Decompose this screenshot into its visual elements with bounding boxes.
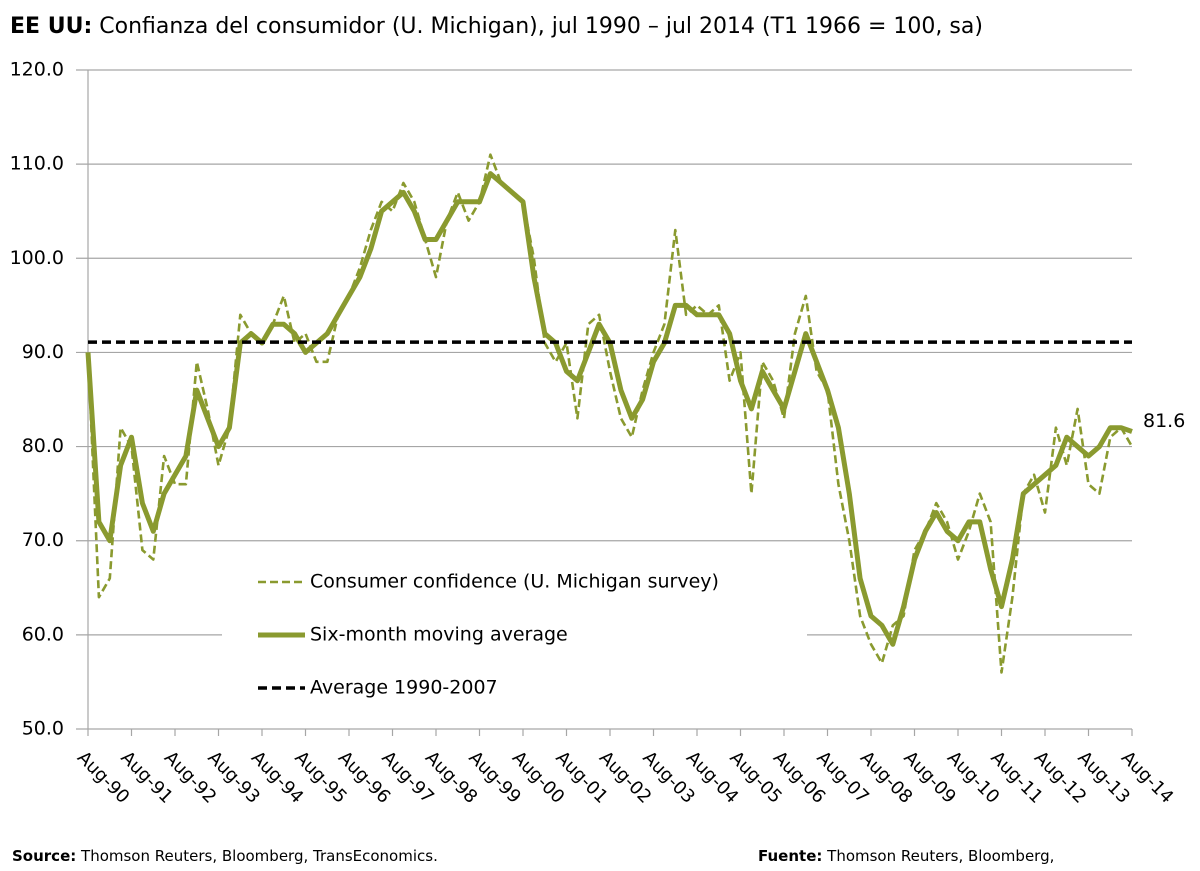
y-tick-label: 50.0 [22,718,64,740]
y-tick-label: 70.0 [22,529,64,551]
y-tick-label: 120.0 [10,59,64,81]
source: Source: Thomson Reuters, Bloomberg, Tran… [12,847,438,865]
source-bold: Source: [12,847,76,865]
end-label: 81.6 [1143,410,1185,432]
fuente: Fuente: Thomson Reuters, Bloomberg, [758,847,1054,865]
legend-box [222,556,807,714]
y-tick-label: 60.0 [22,623,64,645]
title-text: Confianza del consumidor (U. Michigan), … [99,14,983,39]
fuente-text: Thomson Reuters, Bloomberg, [826,847,1054,865]
chart-title: EE UU: Confianza del consumidor (U. Mich… [10,14,983,39]
y-tick-label: 80.0 [22,435,64,457]
source-text: Thomson Reuters, Bloomberg, TransEconomi… [80,847,438,865]
legend-label: Six-month moving average [310,624,568,646]
y-tick-label: 110.0 [10,153,64,175]
fuente-bold: Fuente: [758,847,822,865]
title-bold: EE UU: [10,14,92,39]
legend-label: Consumer confidence (U. Michigan survey) [310,571,719,593]
legend-label: Average 1990-2007 [310,677,498,699]
y-tick-label: 100.0 [10,247,64,269]
y-tick-label: 90.0 [22,341,64,363]
